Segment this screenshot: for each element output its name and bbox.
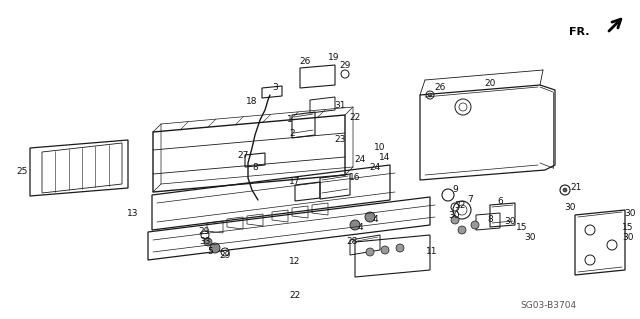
Text: 29: 29	[339, 61, 351, 70]
Text: 10: 10	[374, 144, 386, 152]
Text: 7: 7	[467, 196, 473, 204]
Circle shape	[451, 216, 459, 224]
Circle shape	[210, 243, 220, 253]
Text: 30: 30	[564, 203, 576, 211]
Text: 16: 16	[349, 173, 361, 182]
Text: 9: 9	[452, 186, 458, 195]
Text: 30: 30	[524, 234, 536, 242]
Text: 4: 4	[357, 224, 363, 233]
Circle shape	[381, 246, 389, 254]
Text: 11: 11	[426, 248, 438, 256]
Text: SG03-B3704: SG03-B3704	[520, 300, 576, 309]
Text: 32: 32	[454, 201, 466, 210]
Text: 19: 19	[328, 54, 340, 63]
Text: 21: 21	[570, 183, 582, 192]
Text: 26: 26	[300, 57, 310, 66]
Text: 33: 33	[199, 238, 211, 247]
Text: 15: 15	[622, 224, 634, 233]
Text: 13: 13	[127, 209, 139, 218]
Text: 27: 27	[237, 151, 249, 160]
Text: 17: 17	[289, 177, 301, 187]
Text: 24: 24	[369, 164, 381, 173]
Text: 30: 30	[622, 234, 634, 242]
Text: 12: 12	[289, 257, 301, 266]
Circle shape	[428, 93, 432, 97]
Text: 30: 30	[624, 209, 636, 218]
Circle shape	[458, 226, 466, 234]
Circle shape	[350, 220, 360, 230]
Text: 22: 22	[289, 291, 301, 300]
Text: FR.: FR.	[570, 27, 590, 37]
Text: 2: 2	[289, 129, 295, 137]
Text: 8: 8	[487, 216, 493, 225]
Circle shape	[365, 212, 375, 222]
Text: 4: 4	[372, 216, 378, 225]
Text: 25: 25	[16, 167, 28, 176]
Text: 18: 18	[246, 98, 258, 107]
Circle shape	[204, 238, 212, 246]
Circle shape	[471, 221, 479, 229]
Text: 22: 22	[349, 114, 360, 122]
Circle shape	[563, 188, 567, 192]
Circle shape	[366, 248, 374, 256]
Text: 29: 29	[220, 250, 230, 259]
Text: 1: 1	[287, 115, 293, 124]
Text: 5: 5	[207, 248, 213, 256]
Circle shape	[396, 244, 404, 252]
Text: 20: 20	[484, 78, 496, 87]
Text: 26: 26	[435, 84, 445, 93]
Text: 30: 30	[504, 218, 516, 226]
Text: 3: 3	[272, 84, 278, 93]
Text: 23: 23	[334, 136, 346, 145]
Text: 29: 29	[198, 227, 210, 236]
Text: 31: 31	[334, 100, 346, 109]
Text: 14: 14	[380, 153, 390, 162]
Text: 30: 30	[448, 211, 460, 219]
Text: 28: 28	[346, 236, 358, 246]
Text: 6: 6	[497, 197, 503, 206]
Text: 15: 15	[516, 224, 528, 233]
Text: 8: 8	[252, 164, 258, 173]
Text: 24: 24	[355, 155, 365, 165]
